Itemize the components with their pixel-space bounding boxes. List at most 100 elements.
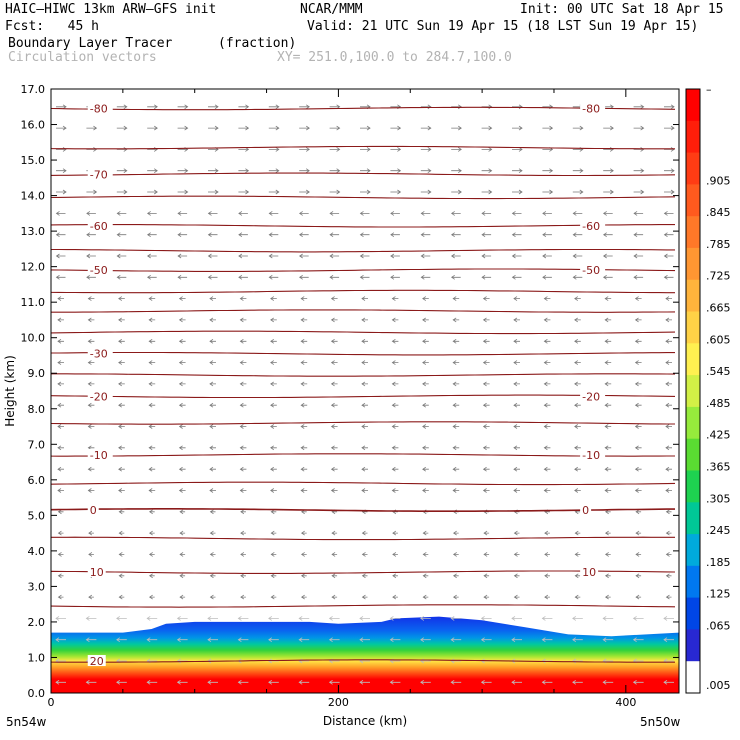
circulation-vector xyxy=(390,211,400,216)
circulation-vector xyxy=(635,530,642,536)
circulation-vector xyxy=(300,573,307,579)
circulation-vector xyxy=(148,338,156,344)
circulation-vector xyxy=(543,424,551,429)
circulation-vector xyxy=(422,338,429,344)
circulation-vector xyxy=(665,466,672,472)
circulation-vector xyxy=(664,168,675,174)
circulation-vector xyxy=(634,338,642,344)
circulation-vector xyxy=(87,424,95,429)
circulation-vector xyxy=(57,296,64,301)
circulation-vector xyxy=(511,274,522,280)
circulation-vector xyxy=(87,296,95,301)
circulation-vector xyxy=(146,679,158,685)
circulation-vector xyxy=(635,552,642,557)
circulation-vector xyxy=(239,445,247,451)
temperature-contour-line xyxy=(51,145,675,150)
circulation-vector xyxy=(390,232,400,238)
circulation-vector xyxy=(298,274,309,280)
circulation-vector xyxy=(604,466,612,472)
circulation-vector xyxy=(148,424,156,429)
circulation-vector xyxy=(665,424,672,429)
circulation-vector xyxy=(664,147,675,152)
circulation-vector xyxy=(86,232,96,238)
circulation-vector xyxy=(481,211,492,216)
circulation-vector xyxy=(147,147,158,152)
circulation-vector xyxy=(420,637,431,643)
y-tick-label: 16.0 xyxy=(21,119,46,132)
temperature-contour-label: -10 xyxy=(90,449,108,462)
circulation-vector xyxy=(85,637,97,643)
circulation-vector xyxy=(330,381,338,387)
circulation-vector xyxy=(422,530,429,536)
circulation-vector xyxy=(513,402,520,408)
colorbar-swatch xyxy=(686,438,700,471)
circulation-vector xyxy=(450,616,462,621)
circulation-vector xyxy=(176,637,188,643)
y-tick-label: 2.0 xyxy=(28,616,46,629)
circulation-vector xyxy=(512,104,523,110)
circulation-vector xyxy=(329,232,340,238)
circulation-vector xyxy=(85,616,97,621)
temperature-contour-label: 20 xyxy=(90,655,104,668)
circulation-vector xyxy=(511,679,522,685)
field-name-label: Boundary Layer Tracer xyxy=(8,36,173,51)
x-tick-label: 200 xyxy=(328,696,349,709)
circulation-vector xyxy=(420,274,431,280)
colorbar-swatch xyxy=(686,216,700,249)
circulation-vector xyxy=(422,594,429,600)
circulation-vector xyxy=(118,424,125,429)
circulation-vector xyxy=(422,360,429,365)
circulation-vector xyxy=(604,530,611,536)
temperature-contour-label: -20 xyxy=(90,390,108,403)
circulation-vector xyxy=(574,381,581,387)
circulation-vector xyxy=(239,360,247,365)
contour-label-background xyxy=(87,566,106,578)
circulation-vector xyxy=(300,338,308,344)
circulation-vector xyxy=(178,402,186,408)
circulation-vector xyxy=(482,466,490,472)
circulation-vector xyxy=(328,616,340,621)
circulation-vector xyxy=(329,253,340,259)
circulation-vector xyxy=(57,530,64,536)
circulation-vector xyxy=(57,445,64,451)
colorbar-label: .365 xyxy=(706,461,731,474)
circulation-vector xyxy=(146,232,157,238)
circulation-vector xyxy=(420,616,431,621)
circulation-vector xyxy=(361,338,368,344)
circulation-vector xyxy=(574,338,581,344)
circulation-vector xyxy=(237,616,249,621)
circulation-vector xyxy=(542,189,554,195)
circulation-vector xyxy=(665,552,672,557)
circulation-vector xyxy=(240,573,246,579)
circulation-vector xyxy=(239,296,247,301)
circulation-vector xyxy=(603,125,614,131)
circulation-vector xyxy=(177,189,189,195)
circulation-vector xyxy=(452,445,460,451)
circulation-vector xyxy=(178,424,186,429)
circulation-vector xyxy=(270,296,277,301)
circulation-vector xyxy=(632,637,644,643)
circulation-vector xyxy=(147,104,158,110)
x-axis-label: Distance (km) xyxy=(323,714,407,728)
circulation-vector xyxy=(148,552,155,557)
circulation-vector xyxy=(55,679,66,685)
circulation-vector xyxy=(118,445,125,451)
colorbar-label: .545 xyxy=(706,365,731,378)
x-axis-right-location-label: 5n50w xyxy=(640,715,681,729)
circulation-vector xyxy=(511,253,522,259)
temperature-contour-line xyxy=(51,570,676,574)
circulation-vector xyxy=(420,189,432,195)
colorbar-swatch xyxy=(686,120,700,154)
circulation-vector xyxy=(299,189,310,195)
circulation-vector xyxy=(542,211,552,216)
temperature-contour-label: -50 xyxy=(90,264,108,277)
circulation-vector xyxy=(268,211,279,216)
circulation-vector xyxy=(422,466,429,472)
colorbar-label: .485 xyxy=(706,397,731,410)
circulation-vector xyxy=(239,317,247,323)
circulation-vector xyxy=(513,488,520,493)
circulation-vector xyxy=(86,125,98,131)
circulation-vector xyxy=(88,552,94,557)
circulation-vector xyxy=(300,296,308,301)
circulation-vector xyxy=(511,232,522,238)
